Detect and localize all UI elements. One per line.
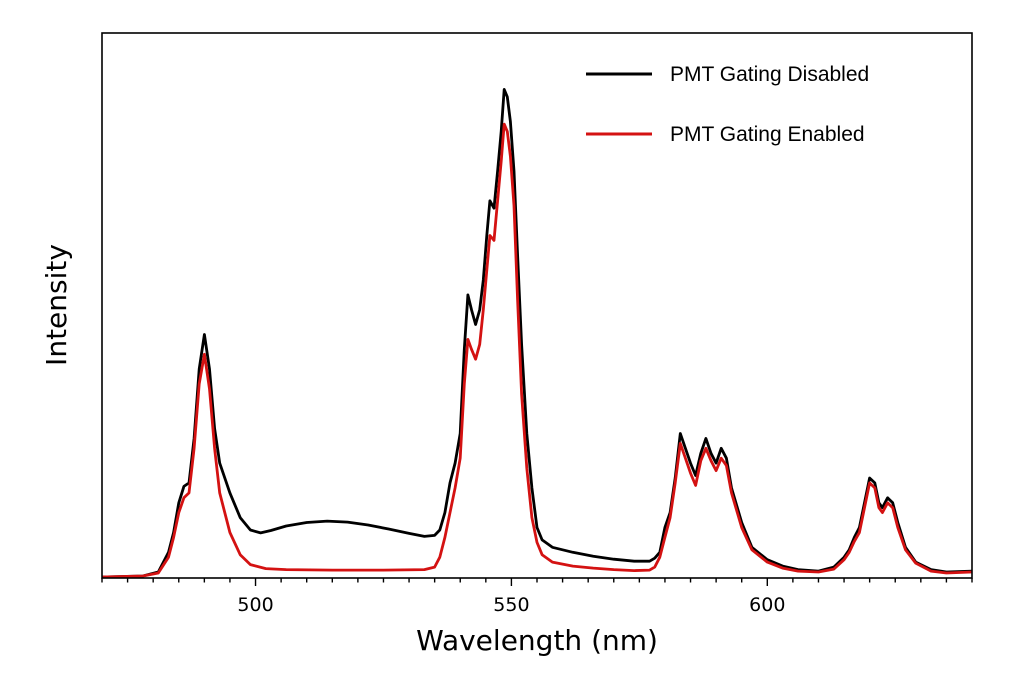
x-tick-label: 550 [493,594,529,616]
series-line-1 [101,88,973,579]
legend-label-1: PMT Gating Disabled [670,63,869,86]
legend: PMT Gating Disabled PMT Gating Enabled [586,63,869,146]
y-axis-title: Intensity [40,244,73,366]
x-tick-label: 600 [749,594,785,616]
x-tick-label: 500 [237,594,273,616]
series-lines [101,88,973,579]
x-axis-title: Wavelength (nm) [416,624,658,657]
x-axis-ticks: 500 550 600 [101,578,973,616]
series-line-2 [101,122,973,579]
legend-label-2: PMT Gating Enabled [670,123,865,146]
